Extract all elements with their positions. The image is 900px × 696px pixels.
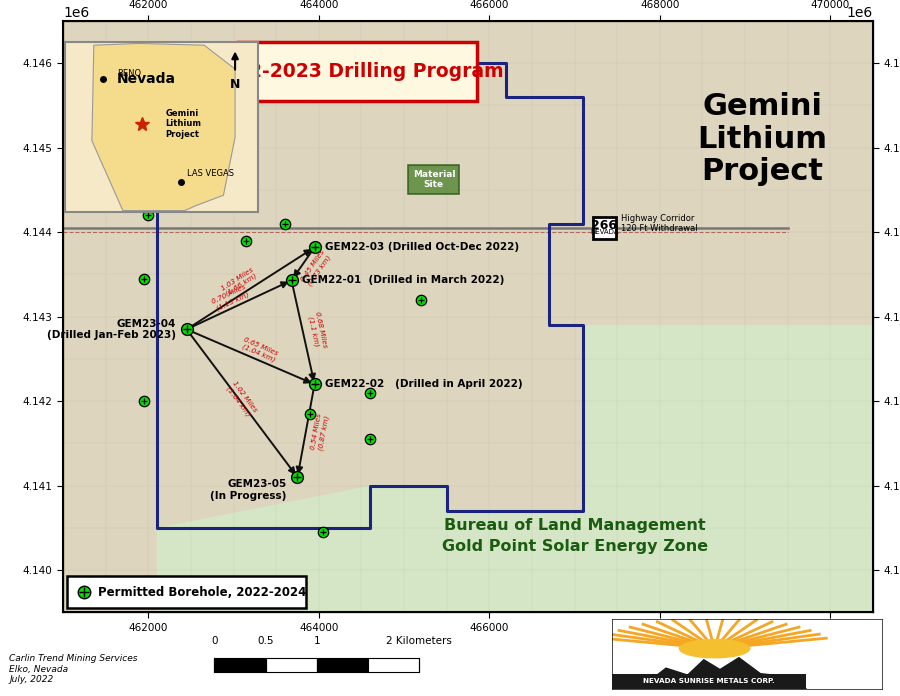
Text: GEM23-05
(In Progress): GEM23-05 (In Progress) <box>210 479 286 500</box>
Bar <box>612 674 806 689</box>
Text: 0.70 Miles
(1.13 km): 0.70 Miles (1.13 km) <box>212 284 250 312</box>
Polygon shape <box>157 486 873 612</box>
Text: Gemini
Lithium
Project: Gemini Lithium Project <box>166 109 202 139</box>
Bar <box>68 576 306 608</box>
Text: 1: 1 <box>313 635 320 646</box>
Text: 0.54 Miles
(0.87 km): 0.54 Miles (0.87 km) <box>310 413 330 452</box>
Text: 1.03 Miles
(1.66 km): 1.03 Miles (1.66 km) <box>220 267 258 298</box>
Text: 1.02 Miles
(1.64 km): 1.02 Miles (1.64 km) <box>225 380 257 418</box>
Polygon shape <box>583 325 873 511</box>
Text: RENO: RENO <box>117 69 141 78</box>
Text: Bureau of Land Management
Gold Point Solar Energy Zone: Bureau of Land Management Gold Point Sol… <box>442 519 707 555</box>
Bar <box>593 217 616 239</box>
Bar <box>317 658 368 672</box>
Text: NEVADA SUNRISE METALS CORP.: NEVADA SUNRISE METALS CORP. <box>644 679 775 684</box>
Text: GEM23-04
(Drilled Jan-Feb 2023): GEM23-04 (Drilled Jan-Feb 2023) <box>47 319 176 340</box>
Text: Gemini
Lithium
Project: Gemini Lithium Project <box>698 93 827 186</box>
Bar <box>266 658 317 672</box>
Text: Carlin Trend Mining Services
Elko, Nevada
July, 2022: Carlin Trend Mining Services Elko, Nevad… <box>9 654 138 684</box>
Text: N: N <box>230 77 240 90</box>
Text: 0.65 Miles
(1.04 km): 0.65 Miles (1.04 km) <box>240 336 279 363</box>
Text: 0.68 Miles
(1.1 km): 0.68 Miles (1.1 km) <box>307 311 328 350</box>
Circle shape <box>680 640 750 658</box>
Bar <box>368 658 419 672</box>
Text: LAS VEGAS: LAS VEGAS <box>186 169 234 178</box>
Polygon shape <box>92 43 235 211</box>
Text: 0: 0 <box>211 635 218 646</box>
Text: 0.45 Miles
(0.73 km): 0.45 Miles (0.73 km) <box>300 249 332 287</box>
Text: GEM22-03 (Drilled Oct-Dec 2022): GEM22-03 (Drilled Oct-Dec 2022) <box>325 242 519 253</box>
FancyBboxPatch shape <box>238 42 476 101</box>
Text: NEVADA: NEVADA <box>590 229 618 235</box>
Text: GEM22-01  (Drilled in March 2022): GEM22-01 (Drilled in March 2022) <box>302 276 504 285</box>
Text: Permitted Borehole, 2022-2024: Permitted Borehole, 2022-2024 <box>98 586 306 599</box>
Text: Nevada: Nevada <box>117 72 176 86</box>
Bar <box>409 164 460 194</box>
Text: GEM22-02   (Drilled in April 2022): GEM22-02 (Drilled in April 2022) <box>325 379 522 389</box>
Text: Material
Site: Material Site <box>412 170 455 189</box>
Text: 266: 266 <box>591 219 617 232</box>
Text: Highway Corridor
120 Ft Withdrawal: Highway Corridor 120 Ft Withdrawal <box>622 214 698 233</box>
Text: 2 Kilometers: 2 Kilometers <box>386 635 453 646</box>
Bar <box>214 658 266 672</box>
Text: 2022-2023 Drilling Program: 2022-2023 Drilling Program <box>211 62 504 81</box>
Text: 0.5: 0.5 <box>257 635 274 646</box>
Polygon shape <box>612 658 806 689</box>
